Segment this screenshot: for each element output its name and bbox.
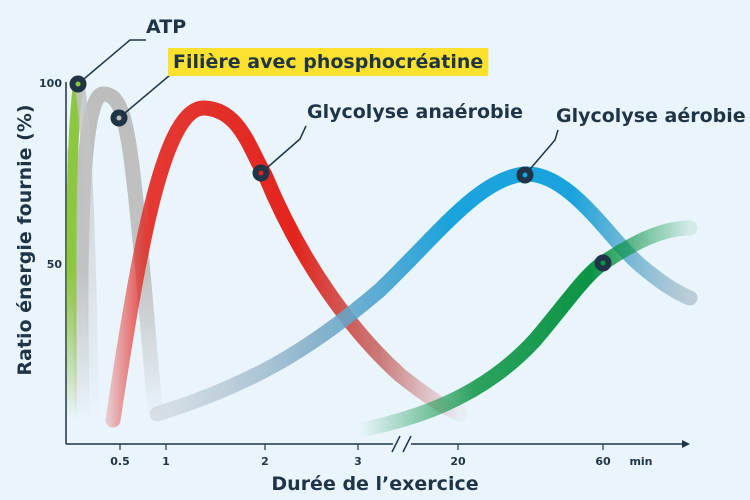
leader-glycolyse-anaerobie <box>260 125 307 174</box>
label-glycolyse-aerobie: Glycolyse aérobie <box>556 105 746 127</box>
leader-atp <box>77 39 146 85</box>
x-tick-label-3: 3 <box>354 455 362 468</box>
x-tick-label-60: 60 <box>595 455 611 468</box>
x-axis-title: Durée de l’exercice <box>271 473 478 495</box>
highlight-box <box>168 48 489 76</box>
marker-phosphocreatine <box>110 109 128 127</box>
marker-glycolyse-aerobie <box>516 166 534 184</box>
series-line-aerobie-green <box>352 220 698 438</box>
x-ticks <box>119 444 604 450</box>
marker-atp <box>69 75 87 93</box>
series-line-atp <box>66 79 83 425</box>
label-atp: ATP <box>146 16 186 38</box>
y-tick-label-100: 100 <box>39 77 62 90</box>
series-line-glycolyse-anaerobie <box>105 100 468 428</box>
x-tick-label-2: 2 <box>261 455 269 468</box>
marker-crossover-60 <box>594 254 612 272</box>
marker-glycolyse-anaerobie <box>252 164 270 182</box>
x-tick-label-0.5: 0.5 <box>110 455 130 468</box>
x-axis-arrow-icon <box>682 440 690 448</box>
series-line-phosphocreatine <box>73 86 164 423</box>
x-unit-label: min <box>629 455 652 468</box>
label-glycolyse-anaerobie: Glycolyse anaérobie <box>307 101 523 123</box>
y-axis-title: Ratio énergie fournie (%) <box>14 104 36 375</box>
y-tick-label-50: 50 <box>47 258 63 271</box>
axis-break <box>391 435 412 453</box>
series-line-glycolyse-aerobie <box>149 166 698 422</box>
leader-phosphocreatine <box>118 74 176 119</box>
label-phosphocreatine: Filière avec phosphocréatine <box>173 51 483 73</box>
series-line-atp-right <box>75 81 99 425</box>
x-tick-label-20: 20 <box>450 455 466 468</box>
x-tick-label-1: 1 <box>162 455 170 468</box>
leader-glycolyse-aerobie <box>524 129 559 176</box>
